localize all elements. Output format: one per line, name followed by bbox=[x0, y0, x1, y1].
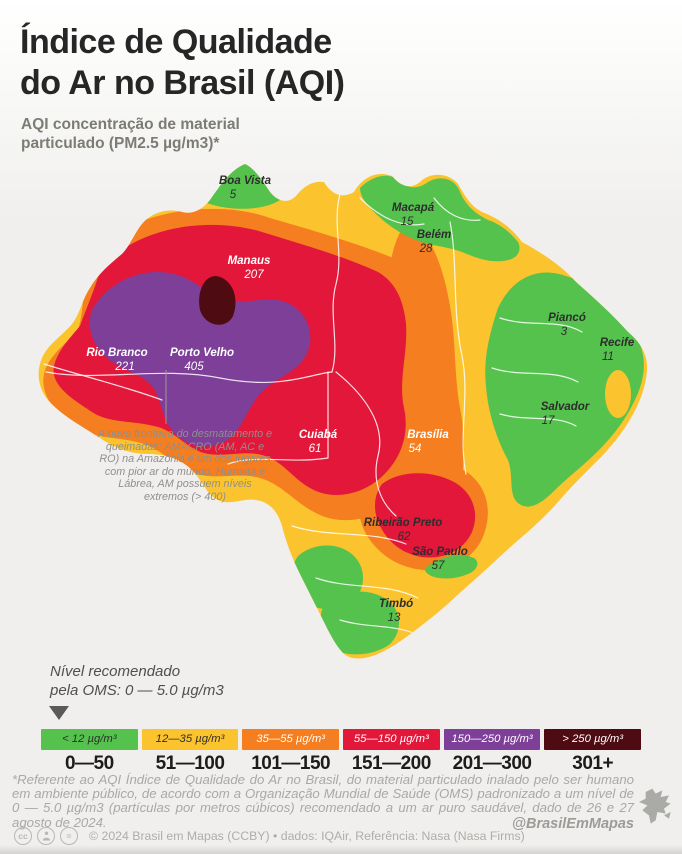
who-note-line-1: Nível recomendado bbox=[50, 663, 181, 680]
state-boundaries bbox=[43, 193, 583, 635]
city-value-sao-paulo: 57 bbox=[432, 560, 445, 572]
city-value-cuiaba: 61 bbox=[309, 443, 322, 455]
region-green-coast-sliver bbox=[425, 555, 478, 579]
page-subtitle: AQI concentração de material particulado… bbox=[21, 115, 240, 153]
page-title: Índice de Qualidade do Ar no Brasil (AQI… bbox=[20, 22, 345, 104]
who-arrow-icon bbox=[49, 706, 69, 720]
city-value-rio-branco: 221 bbox=[114, 361, 134, 373]
city-label-brasilia: Brasília bbox=[407, 429, 449, 441]
amacro-annotation: A nova fronteira do desmatamento e queim… bbox=[97, 428, 273, 503]
region-green-north-coast bbox=[360, 175, 520, 262]
cc-license-icon: cc bbox=[14, 827, 32, 845]
watermark-handle: @BrasilEmMapas bbox=[511, 816, 634, 832]
city-value-salvador: 17 bbox=[542, 415, 555, 427]
region-purple-amacro bbox=[89, 271, 311, 447]
who-note: Nível recomendado pela OMS: 0 — 5.0 µg/m… bbox=[50, 662, 224, 700]
legend-aqi-range: 201—300 bbox=[452, 753, 532, 774]
city-label-salvador: Salvador bbox=[541, 401, 590, 413]
city-label-belem: Belém bbox=[417, 229, 452, 241]
city-label-rio-branco: Rio Branco bbox=[86, 347, 147, 359]
city-labels: Boa Vista 5 Macapá 15 Belém 28 Manaus 20… bbox=[86, 175, 635, 624]
legend-aqi-range: 51—100 bbox=[155, 753, 225, 774]
legend-aqi-range: 151—200 bbox=[351, 753, 431, 774]
city-label-macapa: Macapá bbox=[392, 202, 435, 214]
footnote: *Referente ao AQI Índice de Qualidade do… bbox=[12, 772, 634, 830]
title-line-2: do Ar no Brasil (AQI) bbox=[20, 64, 345, 102]
subtitle-line-1: AQI concentração de material bbox=[21, 116, 240, 133]
legend-swatch-darkred: > 250 µg/m³ bbox=[544, 729, 642, 750]
legend-item-orange: 35—55 µg/m³ 101—150 bbox=[242, 729, 340, 775]
legend-aqi-range: 0—50 bbox=[64, 753, 114, 774]
city-value-manaus: 207 bbox=[243, 269, 264, 281]
person-icon bbox=[42, 831, 50, 841]
city-label-sao-paulo: São Paulo bbox=[412, 546, 468, 558]
legend-swatch-green: < 12 µg/m³ bbox=[41, 729, 138, 750]
city-value-porto-velho: 405 bbox=[184, 361, 204, 373]
city-value-boa-vista: 5 bbox=[230, 189, 237, 201]
brazil-aqi-map: Boa Vista 5 Macapá 15 Belém 28 Manaus 20… bbox=[38, 164, 648, 659]
copyright-text: © 2024 Brasil em Mapas (CCBY) • dados: I… bbox=[89, 829, 525, 843]
legend-aqi-range: 301+ bbox=[572, 753, 614, 774]
credits-row: cc = © 2024 Brasil em Mapas (CCBY) • dad… bbox=[14, 827, 525, 845]
cc-attribution-icon bbox=[37, 827, 55, 845]
legend-item-green: < 12 µg/m³ 0—50 bbox=[41, 729, 138, 775]
who-note-line-2: pela OMS: 0 — 5.0 µg/m3 bbox=[50, 682, 224, 699]
legend-aqi-range: 101—150 bbox=[251, 753, 331, 774]
city-label-cuiaba: Cuiabá bbox=[299, 429, 338, 441]
legend-item-purple: 150—250 µg/m³ 201—300 bbox=[443, 729, 541, 775]
city-value-timbo: 13 bbox=[388, 612, 401, 624]
city-value-pianco: 3 bbox=[561, 326, 568, 338]
title-line-1: Índice de Qualidade bbox=[20, 23, 332, 61]
legend-swatch-red: 55—150 µg/m³ bbox=[343, 729, 440, 750]
city-label-timbo: Timbó bbox=[379, 598, 413, 610]
city-label-porto-velho: Porto Velho bbox=[170, 347, 234, 359]
city-label-pianco: Piancó bbox=[548, 312, 586, 324]
legend-item-darkred: > 250 µg/m³ 301+ bbox=[544, 729, 642, 775]
legend-item-yellow: 12—35 µg/m³ 51—100 bbox=[141, 729, 239, 775]
brazil-brand-icon bbox=[639, 788, 671, 824]
region-yellow-coast-patch bbox=[605, 370, 631, 418]
legend-swatch-orange: 35—55 µg/m³ bbox=[242, 729, 340, 750]
region-red-ribeirao bbox=[374, 473, 476, 558]
region-orange-east-band bbox=[389, 216, 465, 543]
region-green-south-2 bbox=[320, 591, 399, 655]
city-label-recife: Recife bbox=[600, 337, 635, 349]
city-value-ribeirao-preto: 62 bbox=[398, 531, 411, 543]
city-value-macapa: 15 bbox=[401, 216, 414, 228]
city-value-recife: 11 bbox=[602, 351, 614, 363]
legend-swatch-purple: 150—250 µg/m³ bbox=[443, 729, 541, 750]
city-label-ribeirao-preto: Ribeirão Preto bbox=[364, 517, 443, 529]
city-value-brasilia: 54 bbox=[409, 443, 422, 455]
region-darkred-extreme bbox=[199, 276, 236, 325]
cc-equal-icon: = bbox=[60, 827, 78, 845]
legend-item-red: 55—150 µg/m³ 151—200 bbox=[343, 729, 440, 775]
subtitle-line-2: particulado (PM2.5 µg/m3)* bbox=[21, 135, 220, 152]
legend-swatch-yellow: 12—35 µg/m³ bbox=[141, 729, 239, 750]
aqi-legend: < 12 µg/m³ 0—50 12—35 µg/m³ 51—100 35—55… bbox=[41, 729, 642, 775]
region-green-northeast bbox=[485, 272, 644, 507]
city-label-manaus: Manaus bbox=[228, 255, 271, 267]
city-label-boa-vista: Boa Vista bbox=[219, 175, 272, 187]
city-value-belem: 28 bbox=[419, 243, 433, 255]
